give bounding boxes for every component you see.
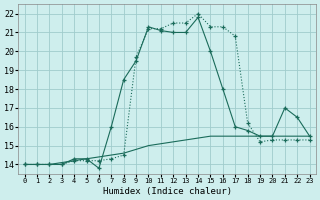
X-axis label: Humidex (Indice chaleur): Humidex (Indice chaleur) <box>103 187 232 196</box>
